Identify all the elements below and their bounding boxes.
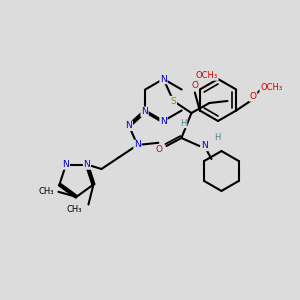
Text: O: O bbox=[191, 81, 198, 90]
Text: S: S bbox=[171, 97, 176, 106]
Text: OCH₃: OCH₃ bbox=[260, 83, 282, 92]
Text: N: N bbox=[84, 160, 90, 169]
Text: N: N bbox=[141, 107, 148, 116]
Text: O: O bbox=[250, 92, 257, 101]
Text: N: N bbox=[134, 140, 141, 149]
Text: CH₃: CH₃ bbox=[39, 187, 54, 196]
Text: N: N bbox=[201, 142, 208, 151]
Text: N: N bbox=[63, 160, 69, 169]
Text: N: N bbox=[126, 121, 132, 130]
Text: CH₃: CH₃ bbox=[67, 205, 82, 214]
Text: N: N bbox=[160, 116, 167, 125]
Text: H: H bbox=[180, 118, 187, 127]
Text: N: N bbox=[160, 74, 167, 83]
Text: H: H bbox=[214, 134, 220, 142]
Text: O: O bbox=[156, 146, 163, 154]
Text: OCH₃: OCH₃ bbox=[196, 71, 218, 80]
